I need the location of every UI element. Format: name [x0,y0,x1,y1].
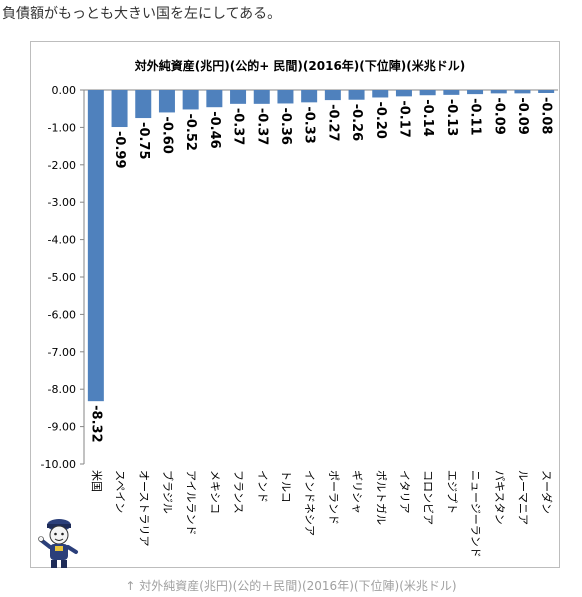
bar [443,90,460,95]
category-labels: 米国 スペイン オーストラリア ブラジル アイルランド メキシコ フランス インド トルコ インド… [90,470,554,558]
bar [324,90,341,101]
bar [135,90,152,119]
category-label: フランス [232,470,245,514]
category-label: メキシコ [208,470,221,514]
bar [467,90,484,95]
y-tick-label: -1.00 [48,121,76,134]
bar [277,90,294,104]
bar [182,90,199,110]
y-tick-label: 0.00 [52,84,77,97]
value-label: -0.36 [278,107,293,144]
mascot-character-icon [38,519,78,568]
category-label: エジプト [445,470,458,514]
category-label: ルーマニア [516,470,529,525]
category-label: オーストラリア [137,470,150,546]
value-label: -0.17 [396,100,411,137]
bar [87,90,104,402]
y-tick-label: -3.00 [48,196,76,209]
category-label: コロンビア [422,470,435,525]
bar [158,90,175,113]
bar [230,90,247,104]
bar [111,90,128,128]
intro-text: 負債額がもっとも大きい国を左にしてある。 [2,6,282,22]
category-label: インド [256,470,269,503]
bar [301,90,318,103]
y-tick-label: -2.00 [48,159,76,172]
y-axis: 0.00-1.00-2.00-3.00-4.00-5.00-6.00-7.00-… [41,84,558,471]
value-label: -0.09 [515,97,530,134]
bar [395,90,412,97]
value-label: -0.60 [159,116,174,153]
bar [419,90,436,96]
value-label: -8.32 [88,405,103,442]
value-label: -0.11 [468,98,483,135]
category-label: インドネシア [303,470,316,536]
value-label: -0.37 [254,108,269,145]
bar [514,90,531,94]
value-label: -0.20 [373,101,388,138]
value-label: -0.09 [491,97,506,134]
category-label: ニュージーランド [469,470,482,558]
value-label: -0.27 [325,104,340,141]
bar [253,90,270,104]
y-tick-label: -6.00 [48,308,76,321]
category-label: ポーランド [327,470,340,525]
category-label: トルコ [279,470,292,503]
value-label: -0.08 [539,97,554,134]
y-tick-label: -8.00 [48,383,76,396]
category-label: ブラジル [161,470,175,514]
value-label: -0.75 [136,122,151,159]
y-tick-label: -7.00 [48,346,76,359]
bar [206,90,223,108]
bar [372,90,389,98]
bar [348,90,365,100]
category-label: ギリシャ [351,470,364,514]
chart-frame [30,41,560,568]
value-label: -0.99 [112,131,127,168]
category-label: パキスタン [493,470,506,525]
value-labels: -8.32 -0.99 -0.75 -0.60 -0.52 -0.46 -0.37 -0.37… [88,97,553,443]
y-tick-label: -10.00 [41,458,76,471]
category-label: スーダン [540,470,554,514]
value-label: -0.52 [183,113,198,150]
value-label: -0.13 [444,99,459,136]
y-tick-label: -4.00 [48,234,76,247]
category-label: イタリア [398,470,411,514]
value-label: -0.26 [349,104,364,141]
category-label: アイルランド [185,470,198,535]
category-label: ポルトガル [374,470,387,525]
value-label: -0.33 [302,106,317,143]
value-label: -0.46 [207,111,222,148]
category-label: スペイン [114,470,127,513]
chart-title: 対外純資産(兆円)(公的+ 民間)(2016年)(下位陣)(米兆ドル) [134,58,465,73]
value-label: -0.14 [420,99,435,136]
value-label: -0.37 [231,108,246,145]
figure-caption: ↑ 対外純資産(兆円)(公的＋民間)(2016年)(下位陣)(米兆ドル) [125,579,457,593]
category-label: 米国 [90,470,103,492]
bar [490,90,507,94]
bar [538,90,555,93]
y-tick-label: -5.00 [48,271,76,284]
y-tick-label: -9.00 [48,421,76,434]
bars [87,90,555,402]
